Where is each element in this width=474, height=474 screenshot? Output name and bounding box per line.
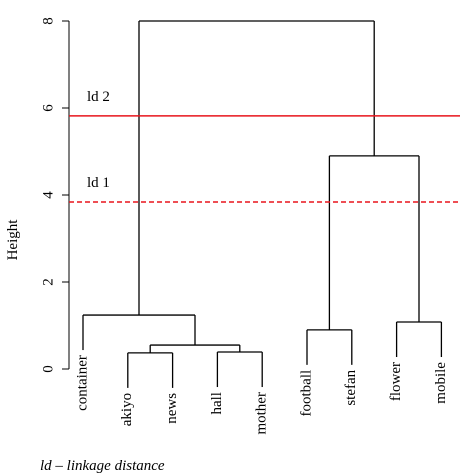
leaf-label: stefan — [343, 369, 359, 405]
y-tick-label: 6 — [40, 104, 56, 112]
reference-label: ld 1 — [87, 175, 110, 191]
footnote: ld – linkage distance — [40, 458, 165, 474]
reference-label: ld 2 — [87, 89, 110, 105]
y-tick-label: 0 — [40, 365, 56, 373]
leaf-label: mobile — [433, 362, 449, 404]
y-tick-label: 8 — [40, 17, 56, 25]
y-tick-label: 2 — [40, 278, 56, 286]
leaf-label: container — [74, 355, 90, 411]
leaf-label: akiyo — [119, 393, 135, 426]
leaf-label: mother — [254, 392, 270, 435]
y-axis-label: Height — [5, 219, 21, 261]
leaf-label: hall — [209, 392, 225, 415]
leaf-label: football — [298, 370, 314, 417]
leaf-label: flower — [388, 362, 404, 401]
y-tick-label: 4 — [40, 191, 56, 199]
leaf-label: news — [164, 393, 180, 424]
